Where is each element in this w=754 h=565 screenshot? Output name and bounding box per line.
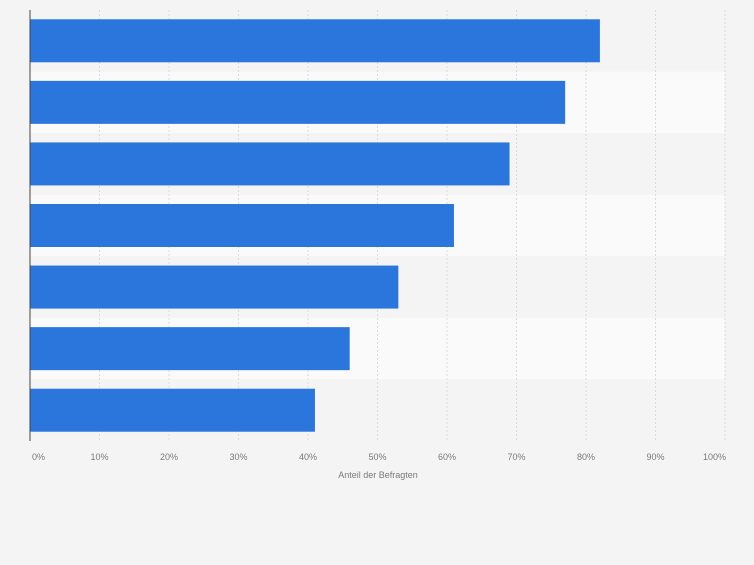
bar [30,265,399,309]
bar [30,388,315,432]
bar [30,80,566,124]
x-tick-label: 10% [90,452,108,462]
x-tick-label: 40% [299,452,317,462]
x-tick-label: 30% [229,452,247,462]
x-tick-label: 60% [438,452,456,462]
x-tick-label: 70% [507,452,525,462]
x-tick-label: 80% [577,452,595,462]
x-tick-label: 0% [32,452,45,462]
bar [30,19,600,63]
x-tick-label: 20% [160,452,178,462]
bar [30,204,454,247]
x-tick-labels: 0% 10% 20% 30% 40% 50% 60% 70% 80% 90% 100% [32,452,726,462]
x-tick-label: 100% [703,452,726,462]
bars [30,19,600,432]
x-tick-label: 50% [368,452,386,462]
bar [30,327,350,371]
x-tick-label: 90% [646,452,664,462]
bar [30,142,510,186]
x-axis-label: Anteil der Befragten [338,470,418,480]
